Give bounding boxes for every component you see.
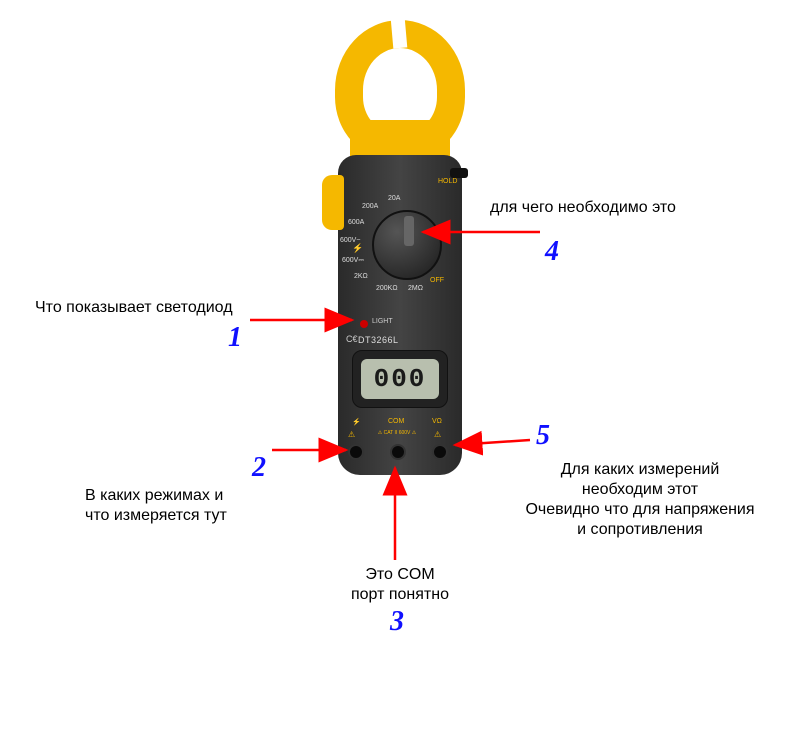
port-center bbox=[390, 444, 406, 460]
annotation-2-number: 2 bbox=[252, 452, 266, 484]
annotation-5-line3: Очевидно что для напряжения bbox=[500, 500, 780, 520]
clamp-meter-device: HOLD 20A 200A 600A 600V~ ⚡ 600V⎓ 2KΩ 200… bbox=[300, 20, 480, 480]
port-right-label: VΩ bbox=[432, 418, 442, 425]
annotation-5-number: 5 bbox=[536, 420, 550, 452]
annotation-3-line2: порт понятно bbox=[330, 585, 470, 605]
port-center-label: COM bbox=[388, 418, 404, 425]
port-right bbox=[432, 444, 448, 460]
annotation-4-number: 4 bbox=[545, 236, 559, 268]
annotation-3-line1: Это COM bbox=[330, 565, 470, 585]
annotation-2-line2: что измеряется тут bbox=[85, 506, 227, 526]
clamp-opening bbox=[391, 17, 408, 48]
hold-button bbox=[450, 168, 468, 178]
dial-pos-off: OFF bbox=[430, 277, 444, 284]
annotation-1-text: Что показывает светодиод bbox=[35, 298, 233, 318]
annotation-5-text: Для каких измерений необходим этот Очеви… bbox=[500, 460, 780, 540]
model-label: DT3266L bbox=[358, 335, 399, 345]
annotation-3-number: 3 bbox=[390, 606, 404, 638]
dial-lightning-icon: ⚡ bbox=[352, 243, 363, 254]
dial-scale: 20A 200A 600A 600V~ ⚡ 600V⎓ 2KΩ 200KΩ 2M… bbox=[340, 195, 470, 305]
light-label: LIGHT bbox=[372, 318, 393, 325]
port-left bbox=[348, 444, 364, 460]
dial-pos-2k: 2KΩ bbox=[354, 273, 368, 280]
light-led bbox=[360, 320, 368, 328]
hold-label: HOLD bbox=[438, 178, 457, 185]
annotation-1-number: 1 bbox=[228, 322, 242, 354]
lcd-frame: 000 bbox=[352, 350, 448, 408]
annotation-4-text: для чего необходимо это bbox=[490, 198, 676, 218]
port-left-label: ⚡ bbox=[352, 418, 361, 426]
ce-mark: C€ bbox=[346, 334, 358, 344]
dial-pos-600vdc: 600V⎓ bbox=[342, 257, 364, 265]
warn-center: ⚠ CAT II 600V ⚠ bbox=[372, 430, 422, 436]
annotation-5-line4: и сопротивления bbox=[500, 520, 780, 540]
lcd-display: 000 bbox=[361, 359, 439, 399]
annotation-5-line1: Для каких измерений bbox=[500, 460, 780, 480]
annotation-2-text: В каких режимах и что измеряется тут bbox=[85, 486, 227, 526]
warn-right-icon: ⚠ bbox=[434, 430, 441, 439]
dial-pos-2m: 2MΩ bbox=[408, 285, 423, 292]
annotation-2-line1: В каких режимах и bbox=[85, 486, 227, 506]
annotation-5-line2: необходим этот bbox=[500, 480, 780, 500]
warn-left-icon: ⚠ bbox=[348, 430, 355, 439]
annotation-3-text: Это COM порт понятно bbox=[330, 565, 470, 605]
dial-pos-20a: 20A bbox=[388, 195, 400, 202]
dial-pos-200a: 200A bbox=[362, 203, 378, 210]
dial-pos-600a: 600A bbox=[348, 219, 364, 226]
dial-pos-200k: 200KΩ bbox=[376, 285, 398, 292]
